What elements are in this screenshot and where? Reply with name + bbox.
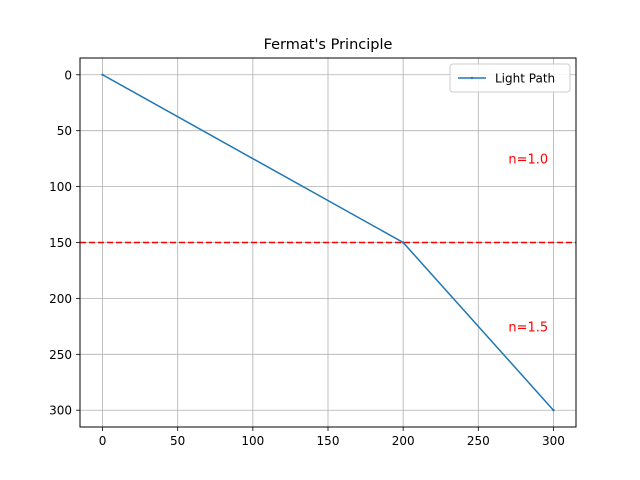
series-point [101,73,104,76]
legend-marker [470,76,474,80]
legend: Light Path [449,63,571,93]
y-tick-label: 250 [49,348,72,362]
y-tick-label: 100 [49,180,72,194]
y-tick-label: 200 [49,292,72,306]
legend-box [449,63,571,93]
series-point [552,409,555,412]
annotation-label: n=1.0 [508,153,548,168]
y-tick-label: 150 [49,236,72,250]
axis-ticks: 0 50 100 150 200 250 300 0 50 100 150 200 250 300 [49,68,565,448]
annotation-label: n=1.5 [508,320,548,335]
x-tick-label: 300 [542,434,565,448]
y-tick-label: 50 [57,124,72,138]
x-tick-label: 100 [241,434,264,448]
x-tick-label: 0 [99,434,107,448]
annotation-layer: n=1.0 n=1.5 [508,153,548,336]
legend-label: Light Path [495,72,555,86]
x-tick-label: 50 [170,434,185,448]
y-tick-label: 0 [64,68,72,82]
y-tick-label: 300 [49,404,72,418]
series-layer [101,73,555,412]
x-tick-label: 250 [467,434,490,448]
x-tick-label: 150 [317,434,340,448]
x-tick-label: 200 [392,434,415,448]
series-point [401,241,405,244]
chart-title: Fermat's Principle [264,37,393,53]
